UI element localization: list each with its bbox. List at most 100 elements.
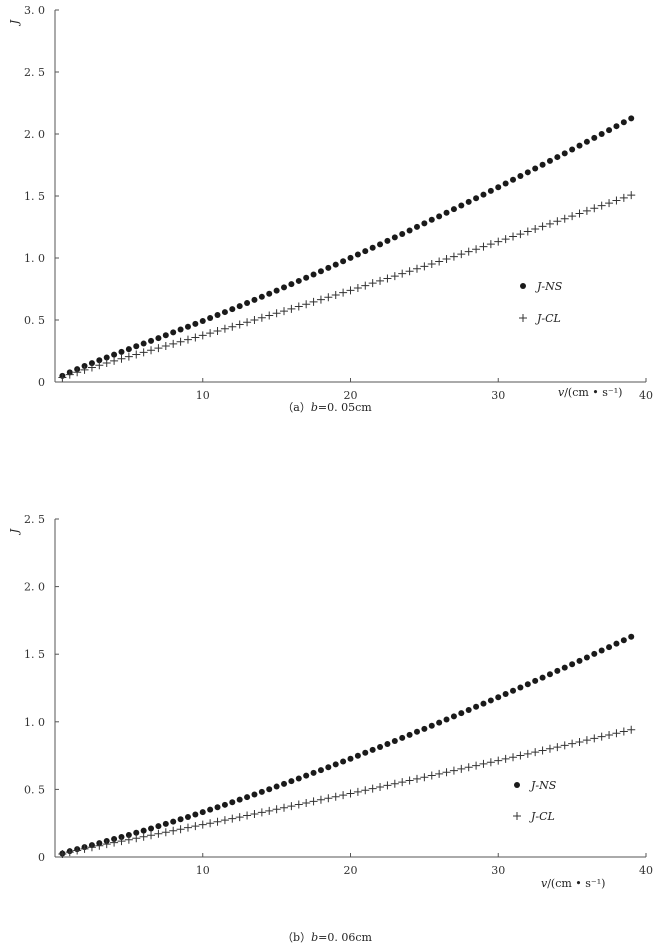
data-point-j-cl xyxy=(287,304,296,313)
data-point-j-cl xyxy=(509,753,518,762)
y-tick-label: 1. 0 xyxy=(24,252,45,265)
data-point-j-ns xyxy=(258,788,265,795)
data-point-j-ns xyxy=(155,823,162,830)
data-point-j-cl xyxy=(80,844,89,853)
data-point-j-cl xyxy=(58,850,67,859)
data-point-j-cl xyxy=(442,254,451,263)
data-point-j-cl xyxy=(405,776,414,785)
data-point-j-ns xyxy=(133,343,140,350)
data-point-j-cl xyxy=(538,746,547,755)
data-point-j-cl xyxy=(494,237,503,246)
x-axis-label-unit: /(cm • s⁻¹) xyxy=(547,877,605,890)
data-point-j-ns xyxy=(495,694,502,701)
chart-caption: （a）b=0. 05cm xyxy=(282,401,372,414)
data-point-j-cl xyxy=(213,817,222,826)
data-point-j-ns xyxy=(288,281,295,288)
legend-marker-j-cl xyxy=(519,314,527,322)
data-point-j-ns xyxy=(148,337,155,344)
data-point-j-cl xyxy=(213,327,222,336)
data-point-j-cl xyxy=(280,307,289,316)
data-point-j-ns xyxy=(583,138,590,145)
data-point-j-ns xyxy=(325,264,332,271)
data-point-j-ns xyxy=(362,248,369,255)
data-point-j-ns xyxy=(281,780,288,787)
data-point-j-cl xyxy=(390,779,399,788)
data-point-j-cl xyxy=(486,240,495,249)
x-tick-label: 40 xyxy=(639,389,653,402)
data-point-j-ns xyxy=(399,734,406,741)
data-point-j-cl xyxy=(110,838,119,847)
x-tick-label: 40 xyxy=(639,864,653,877)
data-point-j-cl xyxy=(545,219,554,228)
data-point-j-cl xyxy=(265,806,274,815)
data-point-j-cl xyxy=(494,756,503,765)
data-point-j-ns xyxy=(391,234,398,241)
caption-var: b xyxy=(311,401,318,414)
data-point-j-cl xyxy=(376,276,385,285)
data-point-j-ns xyxy=(620,119,627,126)
data-point-j-ns xyxy=(229,799,236,806)
data-point-j-cl xyxy=(302,799,311,808)
data-point-j-ns xyxy=(295,277,302,284)
data-point-j-cl xyxy=(531,748,540,757)
data-point-j-cl xyxy=(243,811,252,820)
y-tick-label: 0 xyxy=(38,851,45,864)
data-point-j-cl xyxy=(139,348,148,357)
data-point-j-ns xyxy=(340,758,347,765)
data-point-j-cl xyxy=(124,835,133,844)
data-point-j-cl xyxy=(294,800,303,809)
data-point-j-cl xyxy=(228,322,237,331)
data-point-j-cl xyxy=(161,342,170,351)
data-point-j-cl xyxy=(220,816,229,825)
data-point-j-ns xyxy=(539,674,546,681)
data-point-j-ns xyxy=(384,740,391,747)
data-point-j-ns xyxy=(317,767,324,774)
data-point-j-ns xyxy=(502,690,509,697)
data-point-j-cl xyxy=(206,819,215,828)
data-point-j-cl xyxy=(619,193,628,202)
data-point-j-ns xyxy=(303,274,310,281)
data-point-j-cl xyxy=(243,318,252,327)
data-point-j-ns xyxy=(118,833,125,840)
chart-caption: （b）b=0. 06cm xyxy=(282,931,372,944)
data-point-j-cl xyxy=(538,222,547,231)
data-point-j-ns xyxy=(103,354,110,361)
data-point-j-ns xyxy=(561,664,568,671)
data-point-j-ns xyxy=(458,710,465,717)
data-point-j-ns xyxy=(162,820,169,827)
data-point-j-cl xyxy=(627,191,636,200)
data-point-j-cl xyxy=(169,826,178,835)
data-point-j-cl xyxy=(309,797,318,806)
data-point-j-ns xyxy=(88,360,95,367)
legend-label: J-NS xyxy=(529,779,557,792)
data-point-j-ns xyxy=(155,335,162,342)
data-point-j-ns xyxy=(569,661,576,668)
data-point-j-cl xyxy=(102,359,111,368)
data-point-j-cl xyxy=(235,320,244,329)
data-point-j-cl xyxy=(73,846,82,855)
data-point-j-ns xyxy=(532,677,539,684)
data-point-j-ns xyxy=(487,697,494,704)
data-point-j-cl xyxy=(619,727,628,736)
chart-a: 0 0. 5 1. 0 1. 5 2. 0 2. 5 3. 0 10 20 30 40 Jv/(cm … xyxy=(8,4,653,414)
caption-value: =0. 06cm xyxy=(318,931,372,944)
data-point-j-cl xyxy=(272,309,281,318)
data-point-j-ns xyxy=(561,150,568,157)
data-point-j-cl xyxy=(65,848,74,857)
data-point-j-ns xyxy=(214,312,221,319)
data-point-j-cl xyxy=(405,267,414,276)
data-point-j-cl xyxy=(398,269,407,278)
data-point-j-cl xyxy=(597,201,606,210)
data-point-j-cl xyxy=(457,250,466,259)
data-point-j-cl xyxy=(568,212,577,221)
data-point-j-cl xyxy=(523,749,532,758)
data-point-j-ns xyxy=(450,713,457,720)
data-point-j-cl xyxy=(368,784,377,793)
data-point-j-cl xyxy=(154,829,163,838)
data-point-j-ns xyxy=(221,309,228,316)
data-point-j-cl xyxy=(590,204,599,213)
data-point-j-cl xyxy=(582,736,591,745)
data-point-j-ns xyxy=(295,775,302,782)
data-point-j-ns xyxy=(177,326,184,333)
data-point-j-cl xyxy=(590,734,599,743)
